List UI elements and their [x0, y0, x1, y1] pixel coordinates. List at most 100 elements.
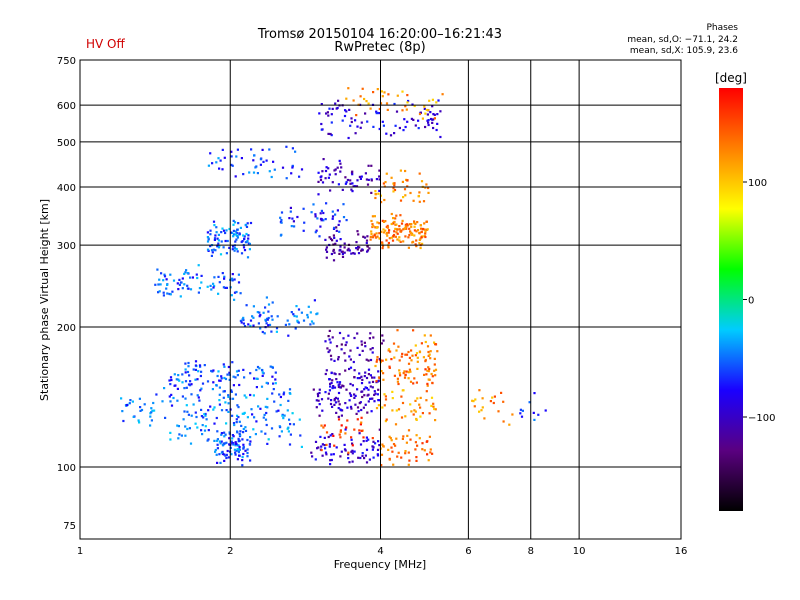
data-point — [432, 113, 435, 116]
data-point — [472, 400, 475, 403]
data-point — [236, 374, 239, 377]
data-point — [423, 449, 426, 452]
data-point — [426, 453, 429, 456]
data-point — [274, 371, 277, 374]
data-point — [314, 231, 317, 234]
data-point — [375, 360, 378, 363]
data-point — [181, 381, 184, 384]
data-point — [348, 392, 352, 395]
data-point — [306, 316, 309, 319]
data-point — [224, 231, 227, 235]
data-point — [366, 183, 370, 186]
data-point — [337, 99, 340, 102]
data-point — [393, 230, 396, 233]
data-point — [424, 340, 427, 344]
data-point — [192, 403, 195, 406]
data-point — [416, 360, 419, 363]
data-point — [263, 413, 266, 416]
data-point — [431, 375, 434, 378]
data-point — [162, 294, 165, 297]
data-point — [215, 161, 218, 164]
data-point — [407, 451, 410, 454]
data-point — [203, 364, 206, 367]
data-point — [327, 335, 330, 338]
data-point — [337, 400, 340, 403]
data-point — [401, 352, 404, 355]
data-point — [399, 230, 403, 233]
data-point — [372, 91, 375, 94]
data-point — [415, 381, 418, 384]
data-point — [347, 136, 350, 140]
data-point — [402, 435, 405, 438]
data-point — [163, 275, 167, 278]
data-point — [418, 437, 421, 440]
data-point — [366, 245, 369, 248]
data-point — [221, 168, 224, 171]
data-point — [406, 434, 409, 437]
data-point — [231, 397, 235, 400]
data-point — [238, 420, 241, 423]
data-point — [177, 374, 180, 377]
data-point — [159, 283, 162, 286]
data-point — [228, 371, 231, 374]
data-point — [356, 418, 359, 421]
data-point — [406, 101, 409, 104]
data-point — [186, 272, 189, 275]
data-point — [364, 172, 367, 175]
data-point — [246, 448, 249, 451]
data-point — [395, 409, 398, 412]
data-point — [233, 423, 236, 427]
data-point — [432, 118, 435, 121]
data-point — [369, 235, 372, 238]
data-point — [169, 376, 173, 379]
data-point — [385, 172, 388, 175]
data-point — [378, 107, 381, 111]
data-point — [196, 276, 199, 280]
data-point — [329, 434, 332, 437]
data-point — [325, 246, 328, 249]
data-point — [214, 249, 217, 252]
data-point — [382, 372, 385, 375]
data-point — [330, 458, 333, 462]
data-point — [325, 453, 328, 456]
data-point — [331, 433, 334, 436]
data-point — [215, 384, 218, 387]
data-point — [342, 337, 345, 340]
data-point — [201, 382, 205, 385]
data-point — [400, 456, 403, 459]
data-point — [427, 123, 430, 127]
data-point — [363, 457, 366, 460]
data-point — [426, 345, 430, 348]
data-point — [210, 288, 213, 291]
data-point — [222, 229, 226, 232]
data-point — [177, 288, 180, 291]
data-point — [217, 242, 220, 245]
data-point — [338, 220, 341, 223]
data-point — [376, 356, 379, 359]
data-point — [244, 429, 248, 432]
data-point — [334, 173, 337, 176]
data-point — [238, 454, 241, 457]
data-point — [232, 233, 236, 236]
data-point — [404, 235, 407, 238]
data-point — [287, 399, 290, 402]
data-point — [410, 223, 413, 226]
data-point — [373, 234, 376, 237]
data-point — [339, 455, 342, 458]
data-point — [251, 413, 254, 416]
data-point — [346, 419, 349, 422]
data-point — [217, 292, 220, 295]
data-point — [200, 415, 203, 418]
data-point — [228, 227, 231, 231]
data-point — [429, 451, 432, 454]
data-point — [434, 368, 438, 371]
data-point — [235, 421, 238, 424]
data-point — [324, 447, 327, 450]
data-point — [424, 186, 427, 189]
data-point — [369, 332, 372, 335]
data-point — [297, 308, 301, 311]
data-point — [184, 434, 187, 437]
data-point — [344, 428, 347, 431]
data-point — [317, 193, 320, 196]
data-point — [165, 287, 168, 290]
